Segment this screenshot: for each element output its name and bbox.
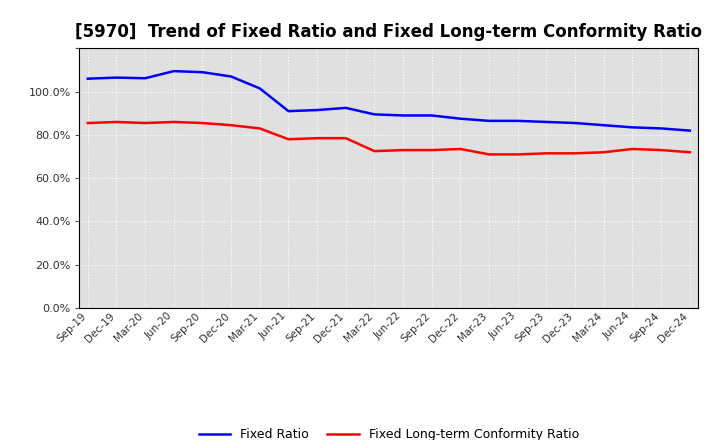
Fixed Ratio (399, 113, 408, 118)
Fixed Ratio (341, 105, 350, 110)
Fixed Long-term Conformity Ratio (456, 147, 465, 152)
Fixed Ratio (198, 70, 207, 75)
Fixed Ratio (112, 75, 121, 80)
Fixed Ratio (370, 112, 379, 117)
Fixed Ratio (141, 76, 150, 81)
Fixed Long-term Conformity Ratio (571, 150, 580, 156)
Fixed Long-term Conformity Ratio (600, 150, 608, 155)
Fixed Long-term Conformity Ratio (485, 152, 493, 157)
Fixed Long-term Conformity Ratio (657, 147, 665, 153)
Fixed Ratio (227, 74, 235, 79)
Fixed Long-term Conformity Ratio (256, 126, 264, 131)
Fixed Ratio (428, 113, 436, 118)
Fixed Long-term Conformity Ratio (513, 152, 522, 157)
Fixed Long-term Conformity Ratio (428, 147, 436, 153)
Title: [5970]  Trend of Fixed Ratio and Fixed Long-term Conformity Ratio: [5970] Trend of Fixed Ratio and Fixed Lo… (75, 23, 703, 41)
Fixed Long-term Conformity Ratio (341, 136, 350, 141)
Fixed Long-term Conformity Ratio (141, 121, 150, 126)
Fixed Ratio (571, 121, 580, 126)
Fixed Ratio (312, 107, 321, 113)
Fixed Long-term Conformity Ratio (542, 150, 551, 156)
Fixed Ratio (657, 126, 665, 131)
Fixed Ratio (485, 118, 493, 124)
Fixed Long-term Conformity Ratio (628, 147, 636, 152)
Fixed Ratio (169, 69, 178, 74)
Fixed Long-term Conformity Ratio (685, 150, 694, 155)
Line: Fixed Ratio: Fixed Ratio (88, 71, 690, 131)
Fixed Long-term Conformity Ratio (399, 147, 408, 153)
Fixed Long-term Conformity Ratio (84, 121, 92, 126)
Fixed Long-term Conformity Ratio (169, 119, 178, 125)
Fixed Long-term Conformity Ratio (284, 136, 293, 142)
Fixed Ratio (685, 128, 694, 133)
Fixed Ratio (284, 109, 293, 114)
Fixed Ratio (628, 125, 636, 130)
Line: Fixed Long-term Conformity Ratio: Fixed Long-term Conformity Ratio (88, 122, 690, 154)
Fixed Ratio (513, 118, 522, 124)
Legend: Fixed Ratio, Fixed Long-term Conformity Ratio: Fixed Ratio, Fixed Long-term Conformity … (194, 423, 584, 440)
Fixed Ratio (542, 119, 551, 125)
Fixed Ratio (456, 116, 465, 121)
Fixed Ratio (600, 123, 608, 128)
Fixed Long-term Conformity Ratio (198, 121, 207, 126)
Fixed Long-term Conformity Ratio (370, 149, 379, 154)
Fixed Long-term Conformity Ratio (112, 119, 121, 125)
Fixed Long-term Conformity Ratio (312, 136, 321, 141)
Fixed Long-term Conformity Ratio (227, 123, 235, 128)
Fixed Ratio (256, 86, 264, 91)
Fixed Ratio (84, 76, 92, 81)
